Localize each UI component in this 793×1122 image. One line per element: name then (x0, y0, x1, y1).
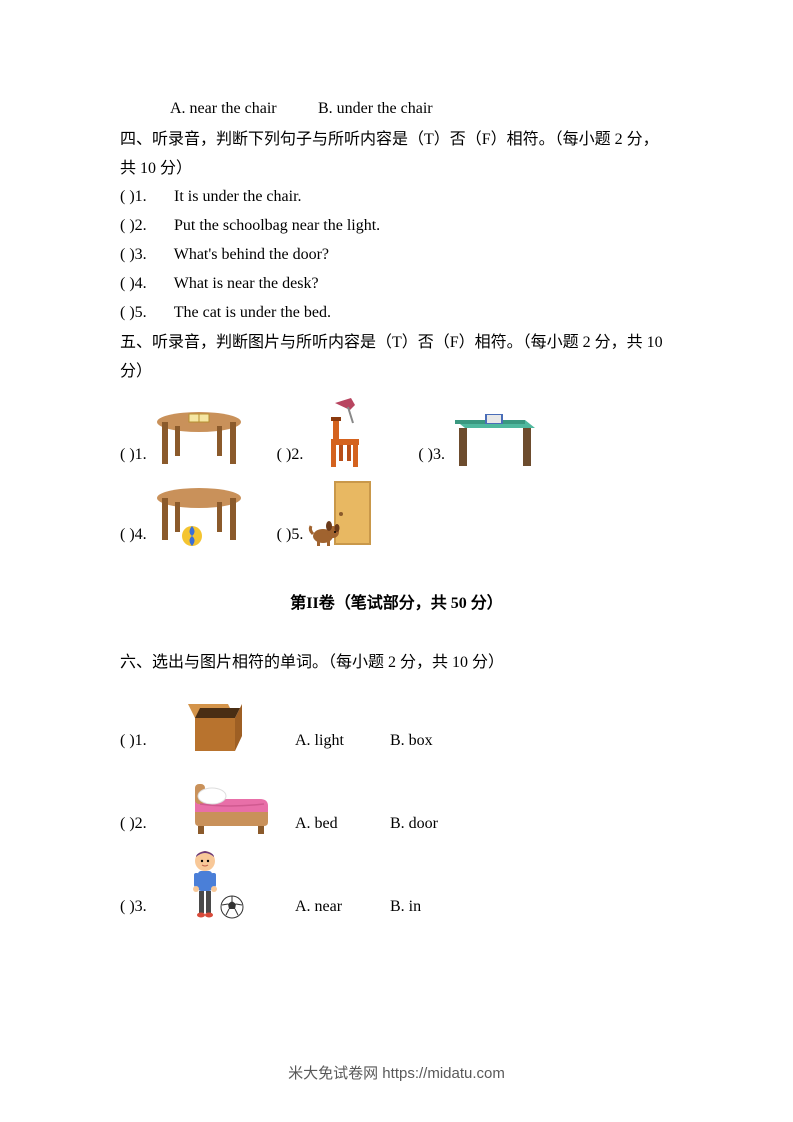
s6-item-3: ( )3. (120, 847, 673, 922)
s5-item-4: ( )4. (120, 478, 252, 550)
section4-list: ( )1. It is under the chair. ( )2. Put t… (120, 183, 673, 327)
table-with-book-icon (147, 400, 252, 470)
section5-row2: ( )4. ( )5. (120, 478, 673, 550)
s6-item-2: ( )2. A. bed B. door (120, 764, 673, 839)
s4-item-2: ( )2. Put the schoolbag near the light. (120, 212, 673, 241)
chair-with-lamp-icon (303, 395, 383, 470)
s5-item-3: ( )3. (418, 400, 545, 470)
bed-icon (180, 764, 295, 839)
door-with-dog-icon (303, 478, 383, 550)
table-with-ball-icon (147, 478, 252, 550)
boy-with-ball-icon (180, 847, 295, 922)
section5-heading: 五、听录音，判断图片与所听内容是（T）否（F）相符。（每小题 2 分，共 10分… (120, 329, 673, 387)
section4-heading: 四、听录音，判断下列句子与所听内容是（T）否（F）相符。（每小题 2 分，共 1… (120, 126, 673, 184)
desk-with-notebook-icon (445, 400, 545, 470)
s5-item-1: ( )1. (120, 400, 252, 470)
s4-item-1: ( )1. It is under the chair. (120, 183, 673, 212)
section6-list: ( )1. A. light B. box ( )2. (120, 696, 673, 922)
s4-item-5: ( )5. The cat is under the bed. (120, 299, 673, 328)
box-icon (180, 696, 295, 756)
part2-title: 第II卷（笔试部分，共 50 分） (120, 590, 673, 619)
section6-heading: 六、选出与图片相符的单词。（每小题 2 分，共 10 分） (120, 649, 673, 678)
top-option-line: A. near the chair B. under the chair (120, 95, 673, 124)
s6-item-1: ( )1. A. light B. box (120, 696, 673, 756)
s5-item-5: ( )5. (277, 478, 384, 550)
s4-item-3: ( )3. What's behind the door? (120, 241, 673, 270)
option-b: B. under the chair (318, 95, 433, 124)
footer-text: 米大免试卷网 https://midatu.com (0, 1060, 793, 1087)
s4-item-4: ( )4. What is near the desk? (120, 270, 673, 299)
option-a: A. near the chair (170, 95, 290, 124)
section5-row1: ( )1. ( )2. (120, 395, 673, 470)
s5-item-2: ( )2. (277, 395, 384, 470)
